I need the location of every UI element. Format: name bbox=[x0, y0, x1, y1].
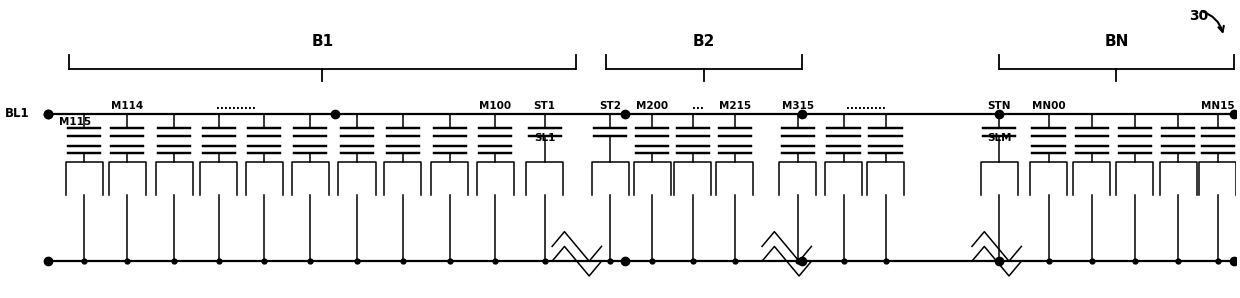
Text: ...: ... bbox=[692, 101, 704, 111]
Text: 30: 30 bbox=[1189, 9, 1209, 23]
Text: SLM: SLM bbox=[987, 133, 1012, 143]
Text: SL1: SL1 bbox=[534, 133, 556, 143]
Text: MN15: MN15 bbox=[1200, 101, 1235, 111]
Text: BL1: BL1 bbox=[5, 107, 30, 120]
Text: M100: M100 bbox=[479, 101, 511, 111]
Text: ST2: ST2 bbox=[599, 101, 621, 111]
Text: B1: B1 bbox=[311, 34, 334, 49]
Text: BN: BN bbox=[1105, 34, 1128, 49]
Text: B2: B2 bbox=[693, 34, 715, 49]
Text: ST1: ST1 bbox=[533, 101, 556, 111]
Text: MN00: MN00 bbox=[1032, 101, 1065, 111]
Text: ..........: .......... bbox=[216, 101, 255, 111]
Text: M215: M215 bbox=[719, 101, 751, 111]
Text: M315: M315 bbox=[781, 101, 813, 111]
Text: M114: M114 bbox=[112, 101, 144, 111]
Text: STN: STN bbox=[987, 101, 1011, 111]
Text: ..........: .......... bbox=[846, 101, 885, 111]
Text: M200: M200 bbox=[636, 101, 668, 111]
Text: M115: M115 bbox=[60, 117, 92, 127]
